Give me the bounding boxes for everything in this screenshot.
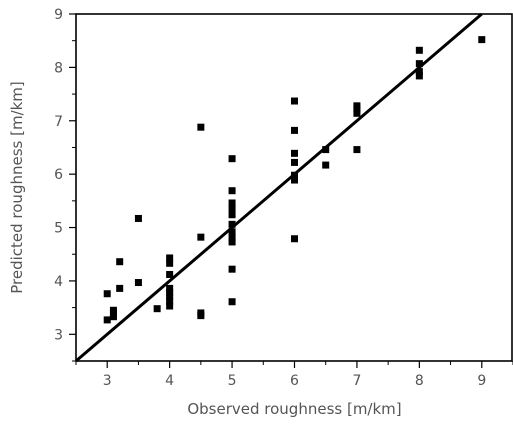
data-point: [153, 305, 161, 313]
y-tick-label: 8: [54, 60, 63, 76]
data-point: [109, 306, 117, 314]
y-tick-label: 4: [54, 274, 63, 290]
x-tick-label: 3: [103, 373, 112, 389]
data-point: [166, 302, 174, 310]
data-point: [116, 284, 124, 292]
data-point: [322, 146, 330, 154]
y-tick-label: 9: [54, 7, 63, 23]
data-point: [353, 109, 361, 117]
data-point: [291, 158, 298, 166]
data-points: [103, 36, 486, 324]
x-tick-label: 4: [165, 373, 174, 389]
data-point: [415, 60, 423, 68]
x-tick-label: 8: [415, 373, 424, 389]
data-point: [228, 238, 236, 246]
x-tick-label: 7: [352, 373, 361, 389]
x-axis-label: Observed roughness [m/km]: [187, 400, 401, 418]
data-point: [291, 97, 298, 105]
data-point: [134, 214, 142, 222]
data-point: [228, 199, 236, 207]
y-tick-label: 5: [54, 221, 63, 237]
data-point: [228, 204, 236, 212]
data-point: [166, 284, 174, 292]
data-point: [478, 36, 486, 44]
data-point: [291, 126, 298, 134]
data-point: [228, 298, 236, 306]
data-point: [228, 220, 236, 228]
data-point: [197, 309, 205, 317]
data-point: [228, 211, 236, 219]
axis-ticks: 3 4 5 6 7 8 9 3 4 5 6 7 8 9: [54, 7, 513, 389]
data-point: [103, 290, 111, 298]
y-tick-label: 6: [54, 167, 63, 183]
data-point: [228, 265, 236, 273]
data-point: [291, 176, 298, 184]
x-tick-label: 5: [228, 373, 237, 389]
data-point: [228, 234, 236, 242]
data-point: [116, 258, 124, 266]
y-tick-label: 3: [54, 327, 63, 343]
data-point: [197, 123, 205, 131]
data-point: [166, 271, 174, 279]
data-point: [228, 187, 236, 195]
data-point: [291, 149, 298, 157]
data-point: [353, 146, 361, 154]
data-point: [103, 316, 111, 324]
data-point: [134, 279, 142, 287]
x-tick-label: 6: [290, 373, 299, 389]
plot-frame: [75, 13, 513, 362]
data-point: [109, 313, 117, 321]
data-point: [353, 102, 361, 110]
data-point: [322, 161, 330, 169]
data-point: [197, 233, 205, 241]
data-point: [228, 228, 236, 236]
y-tick-label: 7: [54, 114, 63, 130]
y-axis-label: Predicted roughness [m/km]: [8, 81, 26, 294]
plot-area: [75, 13, 513, 362]
data-point: [166, 289, 174, 297]
data-point: [291, 235, 298, 243]
identity-line: [75, 12, 483, 363]
data-point: [415, 72, 423, 80]
data-point: [166, 293, 174, 301]
data-point: [415, 68, 423, 76]
data-point: [166, 297, 174, 305]
data-point: [228, 155, 236, 163]
x-tick-label: 9: [477, 373, 486, 389]
data-point: [415, 46, 423, 54]
data-point: [166, 259, 174, 267]
data-point: [166, 254, 174, 262]
